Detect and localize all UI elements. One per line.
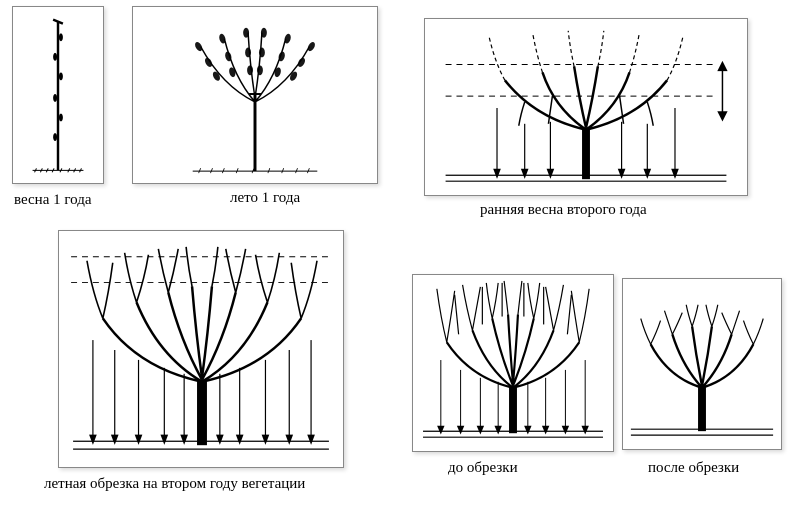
diagram-before [413,275,613,451]
panel-summerprune-year2 [58,230,344,468]
caption-after: после обрезки [648,460,739,477]
diagram-after [623,279,781,449]
diagram-summer1 [133,7,377,183]
diagram-earlyspring2 [425,19,747,195]
caption-earlyspring2: ранняя весна второго года [480,202,647,219]
panel-earlyspring-year2 [424,18,748,196]
panel-after-pruning [622,278,782,450]
caption-before: до обрезки [448,460,518,477]
diagram-summerprune2 [59,231,343,467]
caption-spring1: весна 1 года [14,192,92,209]
diagram-spring1 [13,7,103,183]
caption-summer1: лето 1 года [230,190,300,207]
caption-summerprune2: летная обрезка на втором году вегетации [44,476,305,493]
panel-spring-year1 [12,6,104,184]
panel-before-pruning [412,274,614,452]
panel-summer-year1 [132,6,378,184]
